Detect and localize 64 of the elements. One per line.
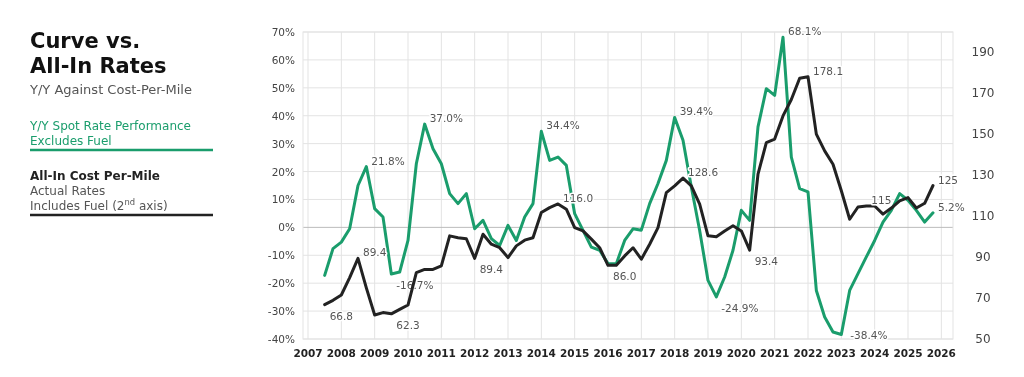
data-label: 178.1 [813, 64, 844, 77]
y-tick-label: 50% [271, 81, 296, 94]
y-tick-label: 0% [278, 221, 296, 234]
y2-tick-label: 90 [975, 250, 991, 265]
x-tick-label: 2011 [426, 347, 456, 359]
data-label: 68.1% [788, 25, 822, 38]
x-tick-label: 2010 [393, 347, 423, 359]
x-tick-label: 2020 [726, 347, 756, 359]
data-label: 37.0% [429, 112, 464, 125]
data-label: 21.8% [371, 154, 405, 167]
x-tick-label: 2013 [493, 347, 523, 359]
y-tick-label: 10% [271, 193, 296, 206]
x-tick-label: 2016 [593, 347, 623, 359]
x-tick-label: 2012 [460, 347, 490, 359]
data-label: -24.9% [721, 301, 759, 314]
y-tick-label: 30% [271, 137, 296, 150]
data-label: 125 [938, 173, 959, 186]
data-label: 39.4% [679, 105, 714, 118]
x-tick-label: 2021 [760, 347, 790, 359]
y-tick-label: 70% [271, 26, 296, 38]
y-tick-label: -40% [267, 333, 296, 345]
data-label: 89.4 [363, 246, 387, 259]
y2-tick-label: 110 [971, 209, 995, 224]
x-tick-label: 2025 [893, 347, 923, 359]
x-tick-label: 2022 [793, 347, 823, 359]
text: Actual Rates [30, 184, 106, 198]
y-tick-label: -20% [267, 277, 296, 290]
x-tick-label: 2017 [626, 347, 656, 359]
text: Includes Fuel (2$^{nd}$ axis) [30, 197, 168, 213]
y-tick-label: 40% [271, 109, 296, 122]
data-label: 115 [871, 193, 892, 206]
y-tick-label: 60% [271, 53, 296, 66]
y-tick-label: -30% [267, 305, 296, 318]
data-label: 5.2% [938, 200, 965, 213]
y2-tick-label: 190 [971, 45, 995, 60]
y2-tick-label: 70 [975, 291, 991, 306]
line-series [323, 35, 935, 337]
text: Curve vs. All-In Rates [30, 29, 167, 78]
x-tick-label: 2007 [293, 347, 323, 359]
text: Y/Y Against Cost-Per-Mile [29, 82, 192, 97]
x-tick-label: 2024 [860, 347, 890, 359]
x-tick-label: 2015 [560, 347, 590, 359]
x-tick-label: 2026 [926, 347, 956, 359]
x-tick-label: 2009 [360, 347, 390, 359]
x-tick-label: 2018 [660, 347, 690, 359]
x-tick-label: 2014 [526, 347, 556, 359]
y2-tick-label: 170 [971, 86, 995, 101]
y2-tick-label: 130 [971, 168, 995, 183]
x-tick-label: 2008 [326, 347, 356, 359]
data-label: 66.8 [329, 309, 354, 322]
text: All-In Cost Per-Mile [30, 169, 160, 183]
y2-tick-label: 150 [971, 127, 995, 142]
x-tick-label: 2023 [826, 347, 856, 359]
data-label: 93.4 [754, 255, 779, 268]
data-label: 86.0 [613, 270, 637, 283]
y-tick-label: 20% [271, 165, 296, 178]
text: Y/Y Spot Rate Performance Excludes Fuel [29, 119, 191, 148]
data-label: -38.4% [850, 328, 888, 341]
data-label: 62.3 [396, 318, 420, 331]
y2-tick-label: 50 [975, 332, 991, 346]
data-label: 34.4% [546, 119, 580, 132]
x-tick-label: 2019 [693, 347, 723, 359]
y-tick-label: -10% [267, 249, 296, 262]
data-label: 89.4 [479, 263, 504, 276]
